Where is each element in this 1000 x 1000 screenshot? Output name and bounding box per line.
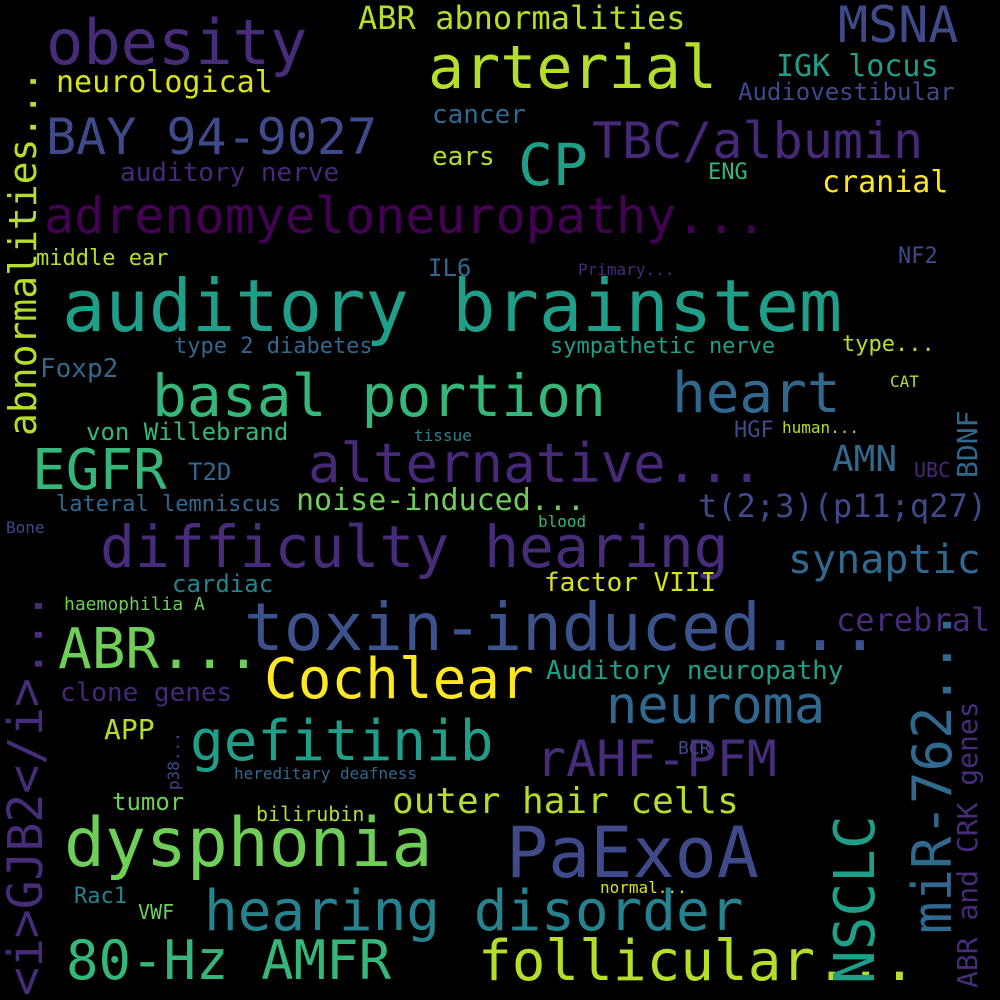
word-von-willebrand: von Willebrand: [86, 418, 289, 446]
word-lateral-lemniscus: lateral lemniscus: [56, 492, 282, 517]
word-p38-vertical: p38...: [164, 732, 183, 790]
word-blood: blood: [538, 512, 587, 531]
word-cardiac: cardiac: [172, 570, 274, 598]
word-cancer: cancer: [432, 100, 526, 130]
word-adrenomyeloneuropathy: adrenomyeloneuropathy...: [44, 187, 767, 245]
word-normal: normal...: [600, 878, 687, 897]
word-hearing-disorder: hearing disorder: [204, 879, 744, 944]
word-cochlear: Cochlear: [264, 647, 534, 712]
word-ears: ears: [432, 142, 495, 172]
word-cat: CAT: [890, 372, 919, 391]
word-hgf: HGF: [734, 418, 774, 443]
word-clone-genes: clone genes: [60, 678, 233, 708]
word-follicular: follicular...: [478, 929, 917, 994]
word-ubc: UBC: [914, 458, 951, 482]
word-gjb2-vertical: <i>GJB2</i>...: [0, 591, 54, 996]
word-obesity: obesity: [46, 6, 308, 79]
word-hereditary-deafness: hereditary deafness: [234, 764, 418, 783]
word-sympathetic-nerve: sympathetic nerve: [550, 334, 776, 359]
word-auditory-brainstem: auditory brainstem: [62, 264, 843, 348]
word-amn: AMN: [832, 439, 898, 480]
word-difficulty-hearing: difficulty hearing: [100, 513, 729, 581]
word-bcr: BCR: [678, 738, 711, 759]
word-eng: ENG: [708, 160, 748, 185]
word-abr-abnormalities: ABR abnormalities: [358, 0, 686, 37]
word-arterial: arterial: [428, 33, 717, 103]
word-t2d: T2D: [188, 458, 232, 486]
word-factor-viii: factor VIII: [544, 568, 717, 598]
word-middle-ear: middle ear: [36, 246, 169, 271]
word-type-2-diabetes: type 2 diabetes: [174, 334, 373, 359]
word-cerebral: cerebral: [836, 601, 991, 639]
word-rahf-pfm: rAHF-PFM: [536, 730, 777, 788]
word-igk-locus: IGK locus: [776, 49, 939, 84]
word-basal-portion: basal portion: [152, 362, 606, 430]
word-gefitinib: gefitinib: [190, 709, 494, 774]
word-auditory-nerve: auditory nerve: [120, 158, 340, 188]
word-egfr: EGFR: [32, 438, 167, 503]
word-abr-crk-vertical: ABR and CRK genes: [951, 701, 984, 988]
word-paexoa: PaExoA: [506, 812, 759, 894]
word-vwf: VWF: [138, 900, 175, 924]
word-human: human...: [782, 418, 860, 437]
word-haemophilia-a: haemophilia A: [64, 594, 205, 615]
word-bay-94-9027: BAY 94-9027: [46, 108, 378, 166]
word-il6: IL6: [428, 254, 472, 282]
word-foxp2: Foxp2: [40, 354, 119, 384]
word-type-dots: type...: [842, 332, 935, 357]
word-msna: MSNA: [838, 0, 959, 54]
word-tumor: tumor: [112, 788, 185, 816]
word-app: APP: [104, 713, 155, 746]
word-abr-dots: ABR...: [58, 617, 261, 682]
word-neurological: neurological: [56, 65, 273, 100]
word-auditory-neuropathy: Auditory neuropathy: [546, 656, 844, 686]
word-cp: CP: [518, 131, 588, 199]
word-noise-induced: noise-induced...: [296, 483, 585, 518]
word-tissue: tissue: [414, 426, 472, 445]
word-heart: heart: [672, 361, 841, 426]
word-primary: Primary...: [578, 260, 675, 279]
word-bilirubin: bilirubin: [256, 802, 365, 826]
word-nsclc-vertical: NSCLC: [823, 815, 888, 984]
word-nf2: NF2: [898, 244, 938, 269]
word-neuroma: neuroma: [606, 676, 826, 736]
word-t23: t(2;3)(p11;q27): [698, 487, 987, 525]
word-cranial: cranial: [822, 165, 949, 200]
word-80hz-amfr: 80-Hz AMFR: [66, 929, 392, 992]
word-toxin-induced: toxin-induced...: [244, 589, 880, 666]
word-rac1: Rac1: [74, 884, 127, 909]
word-audiovestibular: Audiovestibular: [738, 78, 955, 106]
word-tbc-albumin: TBC/albumin: [592, 112, 924, 170]
word-synaptic: synaptic: [788, 537, 981, 583]
word-dysphonia: dysphonia: [64, 804, 433, 883]
word-bdnf-vertical: BDNF: [951, 410, 984, 478]
word-alternative: alternative...: [308, 432, 764, 495]
word-outer-hair-cells: outer hair cells: [392, 781, 739, 822]
word-abnormalities-vertical: abnormalities...: [1, 69, 45, 436]
word-bone: Bone: [6, 518, 45, 537]
